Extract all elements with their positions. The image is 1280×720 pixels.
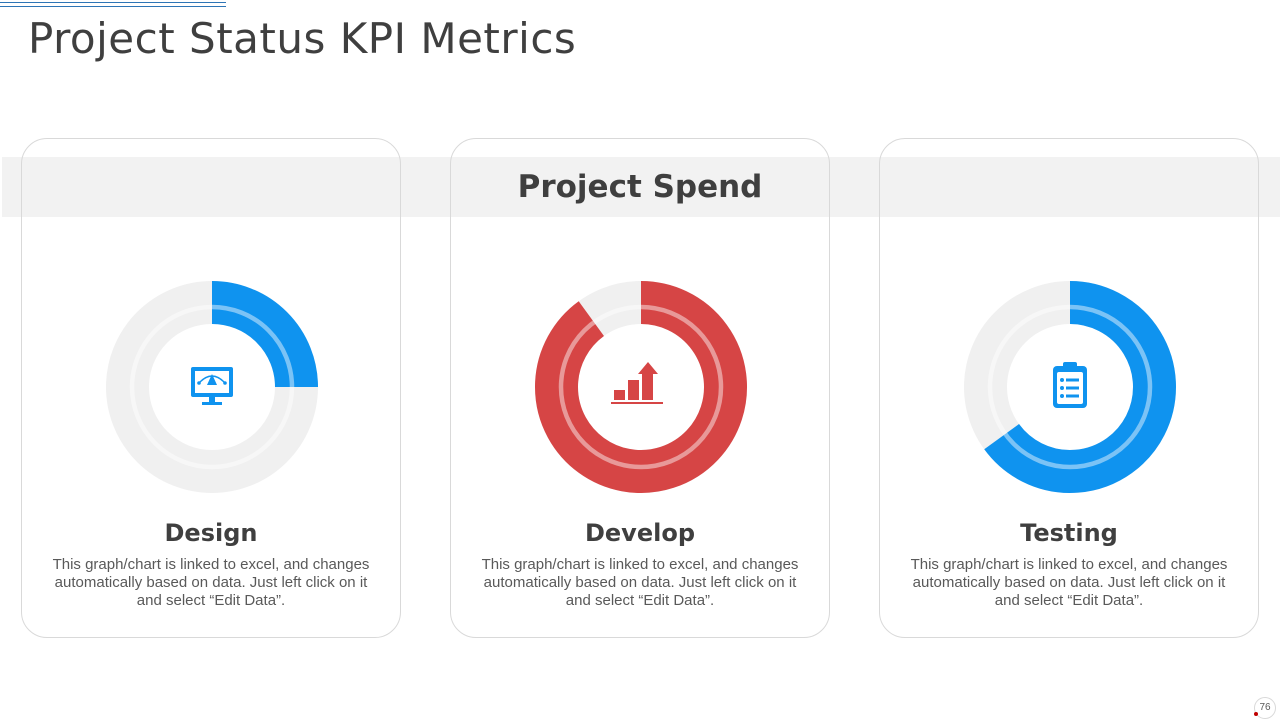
- donut-chart-develop: [535, 281, 747, 493]
- donut-inner-ring: [129, 304, 295, 470]
- donut-value-arc: [535, 281, 747, 493]
- donut-inner-ring: [987, 304, 1153, 470]
- card-description: This graph/chart is linked to excel, and…: [52, 556, 370, 609]
- band-title: Project Spend: [517, 169, 763, 205]
- donut-inner-ring: [558, 304, 724, 470]
- card-label: Develop: [584, 519, 695, 547]
- page-number: 76: [1254, 697, 1276, 719]
- clipboard-checklist-icon: [1053, 362, 1087, 408]
- card-label: Testing: [1020, 519, 1118, 547]
- card-label: Design: [164, 519, 258, 547]
- page-number-dot: [1254, 712, 1258, 716]
- kpi-card-develop: Develop This graph/chart is linked to ex…: [450, 138, 830, 638]
- page-title: Project Status KPI Metrics: [28, 14, 577, 63]
- card-description: This graph/chart is linked to excel, and…: [481, 556, 799, 609]
- donut-chart-design: [106, 281, 318, 493]
- donut-value-arc: [211, 281, 318, 388]
- kpi-card-design: Design This graph/chart is linked to exc…: [21, 138, 401, 638]
- donut-chart-testing: [964, 281, 1176, 493]
- top-decorative-lines: [0, 0, 226, 8]
- growth-bar-chart-icon: [611, 362, 663, 404]
- card-description: This graph/chart is linked to excel, and…: [910, 556, 1228, 609]
- monitor-design-icon: [191, 367, 233, 405]
- donut-value-arc: [984, 281, 1176, 493]
- header-band: [2, 157, 1280, 217]
- kpi-card-testing: Testing This graph/chart is linked to ex…: [879, 138, 1259, 638]
